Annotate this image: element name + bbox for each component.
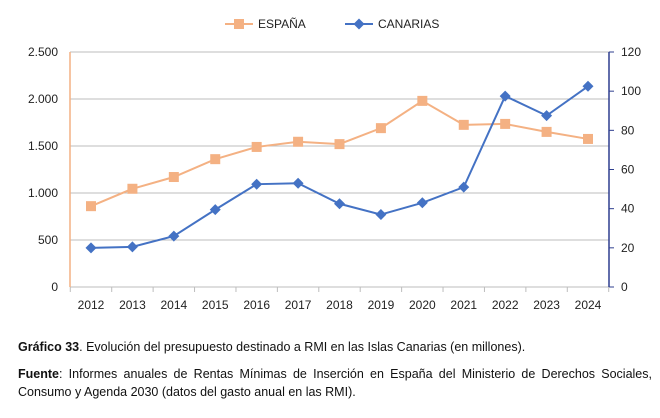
chart-caption: Gráfico 33. Evolución del presupuesto de… — [18, 338, 648, 356]
y-right-tick-label: 80 — [621, 123, 635, 137]
x-tick-label: 2022 — [492, 298, 519, 312]
data-point-españa — [86, 201, 96, 212]
legend-marker — [234, 19, 244, 29]
x-tick-label: 2014 — [160, 298, 187, 312]
data-point-españa — [500, 118, 511, 129]
chart-source: Fuente: Informes anuales de Rentas Mínim… — [18, 365, 652, 401]
y-left-tick-label: 2.500 — [28, 45, 58, 59]
data-point-españa — [210, 154, 221, 165]
legend-label: CANARIAS — [378, 17, 439, 31]
x-tick-label: 2018 — [326, 298, 353, 312]
x-tick-label: 2019 — [368, 298, 395, 312]
line-chart: 0 500 1.000 1.500 2.000 2.500 0 20 40 60 80 100 120 2… — [28, 17, 641, 312]
x-tick-label: 2017 — [285, 298, 312, 312]
data-point-españa — [417, 95, 428, 106]
y-right-tick-label: 20 — [621, 241, 635, 255]
data-point-canarias — [499, 90, 511, 102]
y-left-tick-label: 1.000 — [28, 186, 58, 200]
x-tick-label: 2023 — [533, 298, 560, 312]
y-left-tick-label: 500 — [38, 233, 58, 247]
data-point-españa — [251, 141, 262, 152]
x-tick-label: 2016 — [243, 298, 270, 312]
data-point-canarias — [209, 204, 221, 216]
caption-label: Gráfico 33 — [18, 340, 80, 354]
source-text: : Informes anuales de Rentas Mínimas de … — [18, 367, 652, 399]
data-point-canarias — [251, 178, 263, 190]
data-point-canarias — [458, 181, 470, 193]
x-tick-label: 2020 — [409, 298, 436, 312]
data-point-canarias — [292, 177, 304, 189]
data-point-canarias — [582, 80, 594, 92]
data-point-canarias — [541, 110, 553, 122]
data-point-españa — [583, 133, 593, 144]
legend-label: ESPAÑA — [258, 17, 306, 31]
series-line-canarias — [90, 85, 589, 249]
source-label: Fuente — [18, 367, 59, 381]
data-point-españa — [375, 123, 386, 134]
data-point-canarias — [85, 242, 97, 254]
y-left-tick-label: 2.000 — [28, 92, 58, 106]
x-tick-label: 2015 — [202, 298, 229, 312]
data-point-españa — [168, 172, 179, 183]
y-right-tick-label: 40 — [621, 202, 635, 216]
x-tick-label: 2012 — [78, 298, 105, 312]
data-point-españa — [293, 136, 304, 147]
data-point-canarias — [375, 209, 387, 221]
data-point-españa — [334, 139, 345, 150]
data-point-canarias — [416, 197, 428, 209]
y-right-tick-label: 100 — [621, 84, 641, 98]
data-point-españa — [127, 183, 138, 194]
y-left-tick-label: 0 — [51, 280, 58, 294]
data-point-canarias — [126, 241, 138, 253]
series-line-españa — [90, 99, 589, 208]
legend-marker — [353, 18, 365, 30]
data-point-canarias — [168, 230, 180, 242]
y-right-tick-label: 60 — [621, 163, 635, 177]
y-left-tick-label: 1.500 — [28, 139, 58, 153]
data-point-españa — [541, 126, 552, 137]
y-right-tick-label: 120 — [621, 45, 641, 59]
data-point-canarias — [334, 198, 345, 210]
x-tick-label: 2021 — [450, 298, 477, 312]
y-right-tick-label: 0 — [621, 280, 628, 294]
x-tick-label: 2013 — [119, 298, 146, 312]
caption-text: . Evolución del presupuesto destinado a … — [79, 340, 526, 354]
data-point-españa — [458, 119, 469, 130]
x-tick-label: 2024 — [575, 298, 602, 312]
